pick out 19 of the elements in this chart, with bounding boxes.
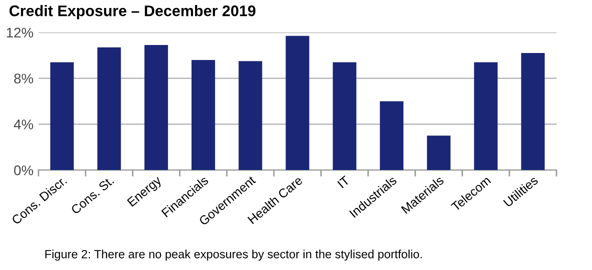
caption: Figure 2: There are no peak exposures by sector in the stylised portfolio. [45, 250, 422, 261]
bar [380, 101, 404, 170]
bar [50, 62, 74, 170]
x-tick-label: IT [337, 175, 350, 188]
bar [238, 61, 262, 170]
y-tick-label: 12% [6, 28, 34, 38]
bar [97, 47, 121, 170]
bar [192, 60, 216, 170]
y-tick-label: 8% [14, 74, 34, 84]
y-tick-label: 4% [14, 120, 34, 130]
bar [521, 53, 545, 170]
bar [286, 36, 310, 170]
bar [144, 45, 168, 170]
chart-title: Credit Exposure – December 2019 [10, 5, 256, 20]
y-tick-label: 0% [14, 165, 34, 176]
bar [426, 136, 451, 170]
bar [332, 62, 356, 170]
bar [474, 62, 498, 170]
x-tick-label: Cons. St. [70, 176, 114, 215]
